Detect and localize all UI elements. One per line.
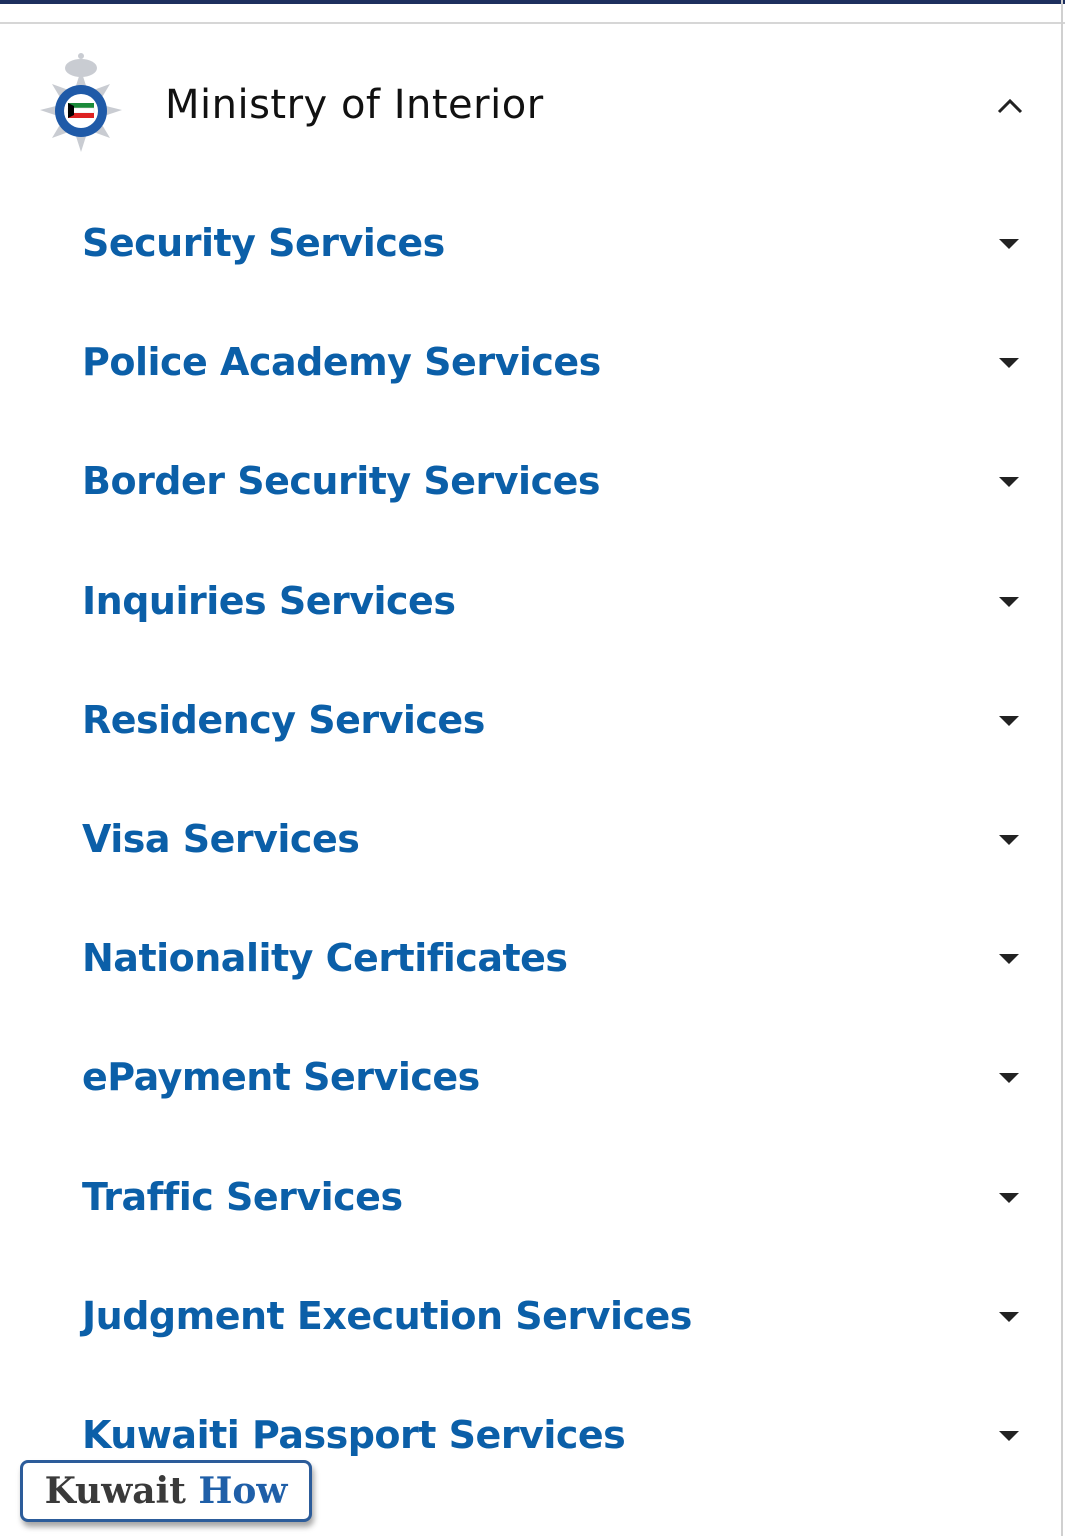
menu-item[interactable]: Judgment Execution Services: [0, 1266, 1060, 1366]
menu-item-label: Residency Services: [82, 697, 485, 742]
menu-item[interactable]: Residency Services: [0, 670, 1060, 770]
menu-item[interactable]: Border Security Services: [0, 431, 1060, 531]
caret-down-icon[interactable]: [999, 835, 1019, 845]
caret-down-icon[interactable]: [999, 239, 1019, 249]
caret-down-icon[interactable]: [999, 1192, 1019, 1203]
caret-down-icon[interactable]: [999, 1073, 1019, 1084]
caret-down-icon[interactable]: [999, 1311, 1019, 1322]
menu-item-label: ePayment Services: [82, 1055, 480, 1100]
menu-item[interactable]: Inquiries Services: [0, 551, 1060, 651]
caret-down-icon[interactable]: [999, 596, 1019, 607]
caret-down-icon[interactable]: [999, 954, 1019, 965]
menu-item-label: Visa Services: [82, 817, 360, 861]
menu-item[interactable]: Nationality Certificates: [0, 908, 1060, 1008]
menu-item-label: Traffic Services: [82, 1174, 403, 1219]
menu-item[interactable]: Security Services: [0, 193, 1060, 293]
caret-down-icon[interactable]: [999, 715, 1019, 726]
menu-item-label: Security Services: [82, 221, 445, 265]
menu-item[interactable]: Kuwaiti Passport Services: [0, 1385, 1060, 1485]
menu-item[interactable]: ePayment Services: [0, 1027, 1060, 1127]
caret-down-icon[interactable]: [999, 477, 1019, 488]
menu-item-label: Inquiries Services: [82, 578, 456, 623]
divider: [0, 22, 1065, 24]
header-title: Ministry of Interior: [165, 82, 544, 128]
panel-border: [1061, 0, 1063, 1536]
menu-item[interactable]: Police Academy Services: [0, 312, 1060, 412]
menu-item-label: Judgment Execution Services: [82, 1293, 692, 1338]
top-bar: [0, 0, 1065, 4]
ministry-header[interactable]: Ministry of Interior: [0, 40, 1060, 170]
menu-item[interactable]: Visa Services: [0, 789, 1060, 889]
menu-item-label: Kuwaiti Passport Services: [82, 1413, 626, 1457]
menu-item-label: Police Academy Services: [82, 340, 601, 385]
watermark-logo: Kuwait How: [20, 1460, 312, 1522]
menu-item-label: Nationality Certificates: [82, 936, 568, 981]
kuwait-police-logo: [40, 53, 122, 152]
caret-down-icon[interactable]: [999, 1431, 1019, 1441]
caret-down-icon[interactable]: [999, 358, 1019, 369]
chevron-up-icon[interactable]: [995, 92, 1025, 122]
menu-item-label: Border Security Services: [82, 459, 601, 504]
menu-item[interactable]: Traffic Services: [0, 1147, 1060, 1247]
